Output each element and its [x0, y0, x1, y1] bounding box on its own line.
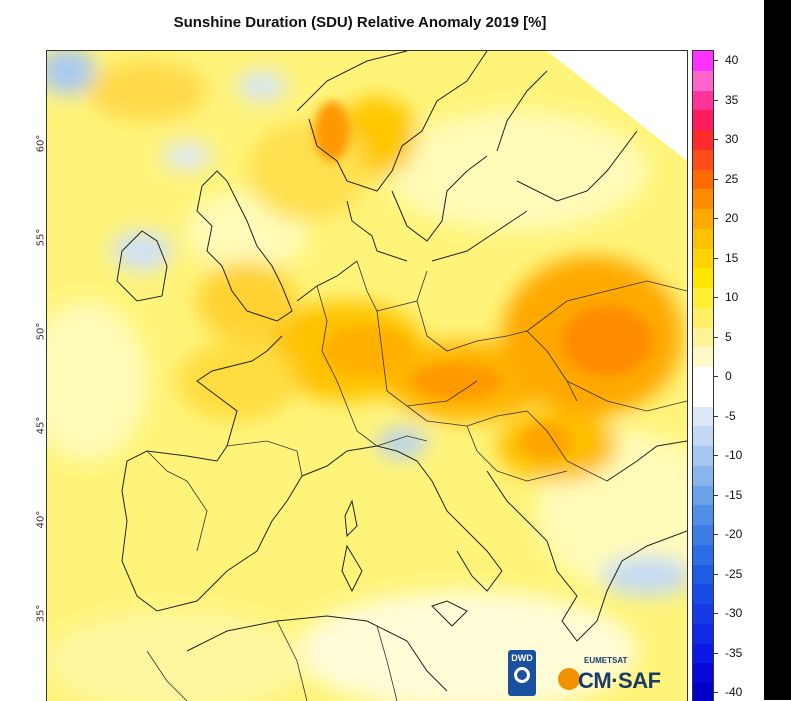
colorbar-cell	[693, 307, 713, 329]
colorbar-tick-mark	[713, 60, 718, 61]
colorbar-tick-label: -30	[725, 606, 743, 620]
colorbar-tick-label: -40	[725, 685, 743, 699]
map-canvas	[47, 51, 687, 701]
colorbar-cell	[693, 149, 713, 171]
colorbar-tick-mark	[713, 336, 718, 338]
lat-label-45: 45°	[35, 416, 47, 435]
colorbar-cell	[693, 130, 713, 151]
eumetsat-text: EUMETSAT	[584, 656, 628, 665]
colorbar-tick-mark	[713, 257, 718, 259]
colorbar-tick-label: 15	[725, 250, 739, 265]
lat-label-55: 55°	[35, 228, 47, 247]
cmsaf-text: CM·SAF	[578, 668, 661, 693]
colorbar-cell	[693, 643, 713, 665]
lat-label-40: 40°	[35, 510, 47, 529]
colorbar-tick-label: -35	[725, 645, 743, 660]
colorbar-cell	[693, 485, 713, 507]
colorbar-cell	[693, 268, 713, 290]
colorbar-tick-mark	[713, 613, 718, 614]
colorbar-tick-mark	[713, 297, 718, 298]
colorbar-cell	[693, 228, 713, 250]
lat-label-60: 60°	[35, 134, 47, 153]
colorbar-cell	[693, 426, 713, 448]
colorbar-cell	[693, 110, 713, 132]
right-black-border	[764, 0, 791, 700]
dwd-logo: DWD	[508, 650, 536, 696]
coastlines	[116, 51, 687, 692]
colorbar-cell	[693, 663, 713, 685]
colorbar-cell	[693, 51, 713, 72]
country-borders	[146, 260, 687, 701]
anomaly-map	[46, 50, 688, 701]
colorbar-tick-label: -5	[725, 408, 736, 423]
colorbar-tick-mark	[713, 692, 718, 693]
cmsaf-logo: EUMETSAT CM·SAF	[548, 654, 688, 698]
colorbar-tick-mark	[713, 376, 718, 377]
colorbar-cell	[693, 367, 713, 388]
no-data-area	[547, 51, 687, 161]
colorbar-cell	[693, 584, 713, 606]
colorbar-tick-label: -25	[725, 566, 743, 581]
colorbar-tick-label: 25	[725, 171, 739, 186]
colorbar-cell	[693, 505, 713, 527]
colorbar-cell	[693, 347, 713, 369]
lat-label-35: 35°	[35, 604, 47, 623]
colorbar-cell	[693, 189, 713, 211]
colorbar	[692, 50, 714, 701]
colorbar-tick-label: -10	[725, 448, 743, 462]
colorbar-tick-mark	[713, 178, 718, 180]
colorbar-tick-label: -20	[725, 527, 743, 541]
colorbar-tick-mark	[713, 573, 718, 575]
colorbar-tick-label: 5	[725, 329, 732, 344]
colorbar-cell	[693, 525, 713, 546]
colorbar-tick-mark	[713, 218, 718, 219]
colorbar-cell	[693, 327, 713, 349]
colorbar-tick-label: 0	[725, 369, 732, 383]
sun-icon	[558, 668, 580, 690]
colorbar-cell	[693, 248, 713, 270]
colorbar-cell	[693, 544, 713, 566]
anomaly-field	[47, 51, 687, 701]
lat-label-50: 50°	[35, 322, 47, 341]
colorbar-tick-mark	[713, 99, 718, 101]
colorbar-tick-mark	[713, 455, 718, 456]
colorbar-cell	[693, 604, 713, 625]
colorbar-cell	[693, 169, 713, 191]
colorbar-cell	[693, 446, 713, 467]
colorbar-tick-mark	[713, 415, 718, 417]
colorbar-tick-label: 40	[725, 53, 739, 67]
colorbar-tick-label: 35	[725, 92, 739, 107]
colorbar-cell	[693, 209, 713, 230]
colorbar-cell	[693, 564, 713, 586]
colorbar-tick-mark	[713, 534, 718, 535]
dwd-swirl-icon	[514, 667, 530, 683]
colorbar-cell	[693, 465, 713, 487]
colorbar-tick-label: -15	[725, 487, 743, 502]
colorbar-cell	[693, 90, 713, 112]
colorbar-cell	[693, 70, 713, 92]
chart-title: Sunshine Duration (SDU) Relative Anomaly…	[173, 14, 547, 31]
colorbar-cell	[693, 386, 713, 408]
colorbar-tick-mark	[713, 494, 718, 496]
colorbar-cell	[693, 683, 713, 701]
colorbar-tick-mark	[713, 139, 718, 140]
colorbar-tick-label: 30	[725, 132, 739, 146]
colorbar-tick-mark	[713, 652, 718, 654]
colorbar-cell	[693, 623, 713, 645]
colorbar-cell	[693, 288, 713, 309]
colorbar-tick-label: 10	[725, 290, 739, 304]
colorbar-tick-label: 20	[725, 211, 739, 225]
colorbar-cell	[693, 406, 713, 428]
dwd-logo-text: DWD	[511, 653, 533, 663]
